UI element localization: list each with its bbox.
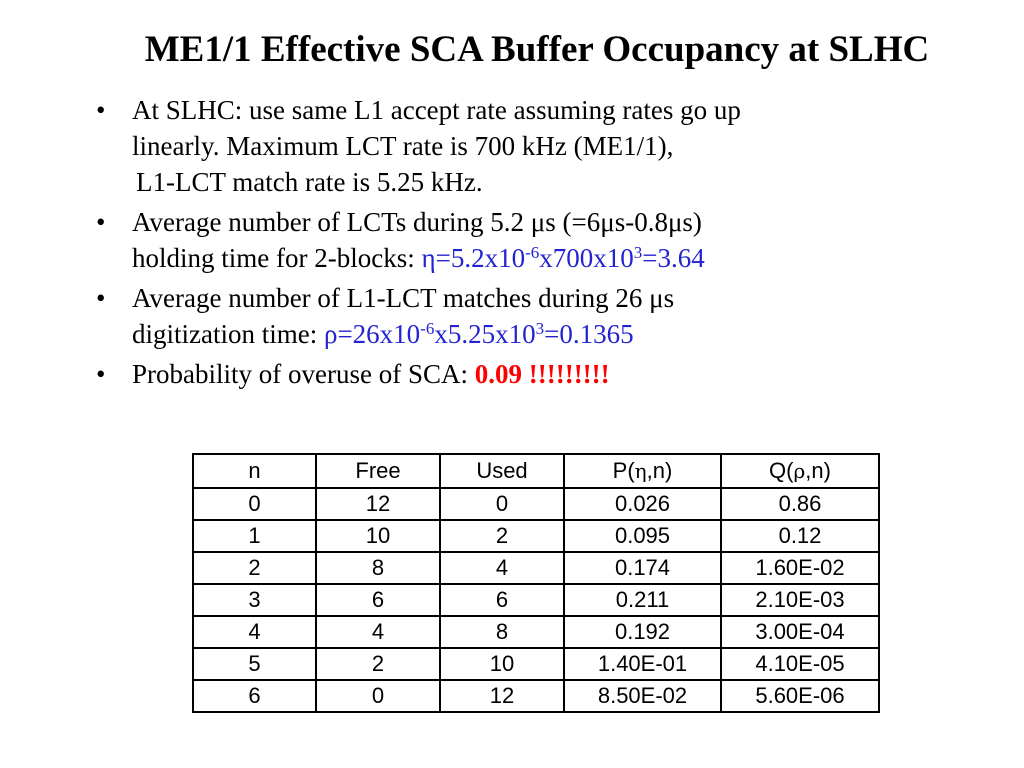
table-row: 3 6 6 0.211 2.10E-03 [192,583,880,617]
table-row: 5 2 10 1.40E-01 4.10E-05 [192,647,880,681]
bullet-text: Average number of L1-LCT matches during … [132,283,675,313]
table-row: 4 4 8 0.192 3.00E-04 [192,615,880,649]
cell-n: 4 [192,615,317,649]
cell-q: 3.00E-04 [720,615,880,649]
bullet-marker: • [96,207,106,237]
cell-used: 10 [439,647,565,681]
cell-q: 4.10E-05 [720,647,880,681]
cell-q: 2.10E-03 [720,583,880,617]
eta-formula: η=5.2x10-6x700x103=3.64 [421,243,704,273]
bullet-text-line: digitization time: ρ=26x10-6x5.25x103=0.… [132,316,996,352]
cell-n: 5 [192,647,317,681]
cell-q: 5.60E-06 [720,679,880,713]
overuse-probability-value: 0.09 !!!!!!!!! [474,359,610,389]
cell-free: 10 [315,519,441,553]
formula-part: =0.1365 [544,319,634,349]
column-header-used: Used [439,453,565,489]
formula-exponent: 3 [633,243,643,262]
cell-n: 1 [192,519,317,553]
bullet-text: At SLHC: use same L1 accept rate assumin… [132,95,741,125]
cell-p: 1.40E-01 [563,647,722,681]
header-text: Q( [769,458,794,483]
cell-used: 8 [439,615,565,649]
cell-free: 8 [315,551,441,585]
header-text: ,n) [646,458,673,483]
bullet-text: holding time for 2-blocks: [132,243,422,273]
cell-p: 0.174 [563,551,722,585]
cell-free: 4 [315,615,441,649]
table-row: 1 10 2 0.095 0.12 [192,519,880,553]
header-text: ,n) [805,458,831,483]
bullet-text-line: Probability of overuse of SCA: 0.09 !!!!… [132,356,996,392]
formula-part: =3.64 [642,243,705,273]
cell-p: 0.095 [563,519,722,553]
cell-free: 2 [315,647,441,681]
table-row: 6 0 12 8.50E-02 5.60E-06 [192,679,880,713]
cell-q: 1.60E-02 [720,551,880,585]
cell-free: 6 [315,583,441,617]
bullet-lct-average: • Average number of LCTs during 5.2 μs (… [96,204,996,276]
table-row: 2 8 4 0.174 1.60E-02 [192,551,880,585]
formula-part: η=5.2x10 [421,243,526,273]
formula-exponent: -6 [525,243,540,262]
formula-part: x5.25x10 [434,319,536,349]
bullet-marker: • [96,95,106,125]
column-header-free: Free [315,453,441,489]
bullet-text: Average number of LCTs during 5.2 μs (=6… [132,207,702,237]
cell-p: 0.026 [563,487,722,521]
cell-n: 6 [192,679,317,713]
cell-free: 0 [315,679,441,713]
cell-p: 8.50E-02 [563,679,722,713]
column-header-p: P(η,n) [563,453,722,489]
cell-used: 6 [439,583,565,617]
bullet-text: digitization time: [132,319,324,349]
cell-q: 0.86 [720,487,880,521]
bullet-text-line: holding time for 2-blocks: η=5.2x10-6x70… [132,240,996,276]
rho-symbol: ρ [793,459,806,483]
formula-exponent: -6 [420,319,435,338]
bullet-text: L1-LCT match rate is 5.25 kHz. [136,167,483,197]
header-text: P( [612,458,635,483]
bullet-l1-lct-matches: • Average number of L1-LCT matches durin… [96,280,996,352]
formula-part: x700x10 [539,243,634,273]
rho-formula: ρ=26x10-6x5.25x103=0.1365 [324,319,634,349]
bullet-marker: • [96,283,106,313]
cell-used: 0 [439,487,565,521]
formula-part: ρ=26x10 [323,319,421,349]
bullet-slhc-rates: • At SLHC: use same L1 accept rate assum… [96,92,996,200]
bullet-list: • At SLHC: use same L1 accept rate assum… [96,92,996,396]
table-row: 0 12 0 0.026 0.86 [192,487,880,521]
bullet-marker: • [96,359,106,389]
occupancy-table: n Free Used P(η,n) Q(ρ,n) 0 12 0 0.026 0… [192,453,880,713]
cell-n: 3 [192,583,317,617]
eta-symbol: η [634,459,647,483]
bullet-text: Probability of overuse of SCA: [132,359,475,389]
cell-q: 0.12 [720,519,880,553]
cell-p: 0.211 [563,583,722,617]
cell-used: 12 [439,679,565,713]
column-header-q: Q(ρ,n) [720,453,880,489]
cell-p: 0.192 [563,615,722,649]
slide-title: ME1/1 Effective SCA Buffer Occupancy at … [144,29,930,70]
table-header-row: n Free Used P(η,n) Q(ρ,n) [192,453,880,489]
bullet-text: linearly. Maximum LCT rate is 700 kHz (M… [132,131,674,161]
cell-n: 2 [192,551,317,585]
cell-used: 4 [439,551,565,585]
cell-used: 2 [439,519,565,553]
cell-free: 12 [315,487,441,521]
cell-n: 0 [192,487,317,521]
formula-exponent: 3 [535,319,545,338]
bullet-overuse-probability: • Probability of overuse of SCA: 0.09 !!… [96,356,996,392]
column-header-n: n [192,453,317,489]
